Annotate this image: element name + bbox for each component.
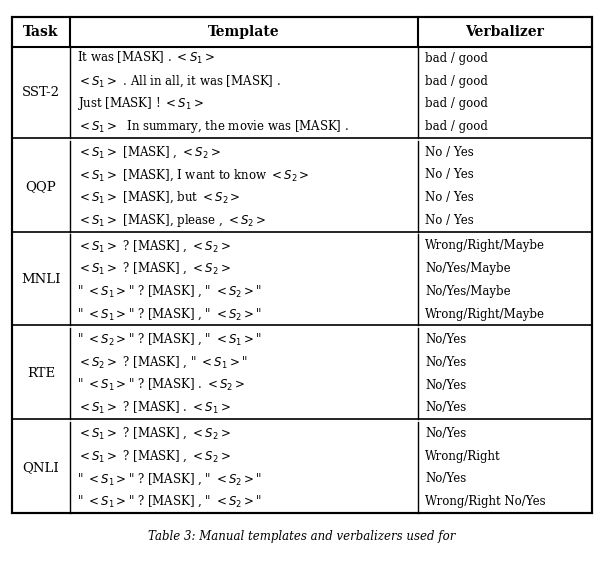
Text: $< S_1 >$ . All in all, it was [MASK] .: $< S_1 >$ . All in all, it was [MASK] .: [77, 74, 281, 89]
Text: " $< S_1 >$" ? [MASK] , " $< S_2 >$": " $< S_1 >$" ? [MASK] , " $< S_2 >$": [77, 306, 264, 322]
Text: Wrong/Right: Wrong/Right: [425, 450, 501, 463]
Text: " $< S_2 >$" ? [MASK] , " $< S_1 >$": " $< S_2 >$" ? [MASK] , " $< S_1 >$": [77, 332, 264, 347]
Text: MNLI: MNLI: [21, 274, 61, 287]
Text: $< S_1 >$ ? [MASK] , $< S_2 >$: $< S_1 >$ ? [MASK] , $< S_2 >$: [77, 261, 231, 276]
Text: Template: Template: [208, 25, 280, 39]
Text: Verbalizer: Verbalizer: [466, 25, 544, 39]
Text: " $< S_1 >$" ? [MASK] , " $< S_2 >$": " $< S_1 >$" ? [MASK] , " $< S_2 >$": [77, 471, 264, 487]
Text: No/Yes: No/Yes: [425, 427, 466, 440]
Text: $< S_1 >$ [MASK], please , $< S_2 >$: $< S_1 >$ [MASK], please , $< S_2 >$: [77, 212, 267, 229]
Text: Wrong/Right No/Yes: Wrong/Right No/Yes: [425, 495, 546, 508]
Text: No/Yes: No/Yes: [425, 378, 466, 392]
Text: Wrong/Right/Maybe: Wrong/Right/Maybe: [425, 308, 545, 320]
Text: $< S_1 >$ ? [MASK] , $< S_2 >$: $< S_1 >$ ? [MASK] , $< S_2 >$: [77, 449, 231, 464]
Text: No / Yes: No / Yes: [425, 214, 474, 227]
Text: " $< S_1 >$" ? [MASK] . $< S_2 >$: " $< S_1 >$" ? [MASK] . $< S_2 >$: [77, 377, 246, 393]
Text: " $< S_1 >$" ? [MASK] , " $< S_2 >$": " $< S_1 >$" ? [MASK] , " $< S_2 >$": [77, 284, 264, 299]
Text: No/Yes: No/Yes: [425, 401, 466, 414]
Text: No/Yes: No/Yes: [425, 333, 466, 346]
Text: $< S_1 >$ [MASK], I want to know $< S_2 >$: $< S_1 >$ [MASK], I want to know $< S_2 …: [77, 167, 310, 182]
Text: No/Yes/Maybe: No/Yes/Maybe: [425, 262, 511, 275]
Text: QQP: QQP: [26, 180, 56, 193]
Text: No / Yes: No / Yes: [425, 168, 474, 181]
Text: $< S_2 >$ ? [MASK] , " $< S_1 >$": $< S_2 >$ ? [MASK] , " $< S_1 >$": [77, 355, 249, 370]
Text: $< S_1 >$ [MASK], but $< S_2 >$: $< S_1 >$ [MASK], but $< S_2 >$: [77, 190, 241, 205]
Text: bad / good: bad / good: [425, 75, 488, 88]
Text: It was [MASK] . $< S_1 >$: It was [MASK] . $< S_1 >$: [77, 50, 216, 66]
Text: Wrong/Right/Maybe: Wrong/Right/Maybe: [425, 239, 545, 253]
Text: Just [MASK] ! $< S_1 >$: Just [MASK] ! $< S_1 >$: [77, 95, 204, 112]
Text: SST-2: SST-2: [22, 86, 60, 99]
Text: RTE: RTE: [27, 367, 55, 380]
Text: bad / good: bad / good: [425, 52, 488, 65]
Text: $< S_1 >$ ? [MASK] . $< S_1 >$: $< S_1 >$ ? [MASK] . $< S_1 >$: [77, 400, 231, 416]
Text: bad / good: bad / good: [425, 120, 488, 133]
Text: No/Yes: No/Yes: [425, 356, 466, 369]
Bar: [12, 17, 592, 513]
Text: " $< S_1 >$" ? [MASK] , " $< S_2 >$": " $< S_1 >$" ? [MASK] , " $< S_2 >$": [77, 494, 264, 510]
Text: QNLI: QNLI: [23, 461, 59, 474]
Text: $< S_1 >$ ? [MASK] , $< S_2 >$: $< S_1 >$ ? [MASK] , $< S_2 >$: [77, 238, 231, 254]
Text: Table 3: Manual templates and verbalizers used for: Table 3: Manual templates and verbalizer…: [149, 530, 455, 543]
Text: $< S_1 >$  In summary, the movie was [MASK] .: $< S_1 >$ In summary, the movie was [MAS…: [77, 118, 349, 135]
Text: No/Yes: No/Yes: [425, 473, 466, 486]
Text: No / Yes: No / Yes: [425, 145, 474, 158]
Text: No/Yes/Maybe: No/Yes/Maybe: [425, 285, 511, 298]
Text: $< S_1 >$ ? [MASK] , $< S_2 >$: $< S_1 >$ ? [MASK] , $< S_2 >$: [77, 426, 231, 441]
Text: $< S_1 >$ [MASK] , $< S_2 >$: $< S_1 >$ [MASK] , $< S_2 >$: [77, 144, 221, 160]
Text: No / Yes: No / Yes: [425, 191, 474, 204]
Text: bad / good: bad / good: [425, 97, 488, 111]
Text: Task: Task: [24, 25, 59, 39]
